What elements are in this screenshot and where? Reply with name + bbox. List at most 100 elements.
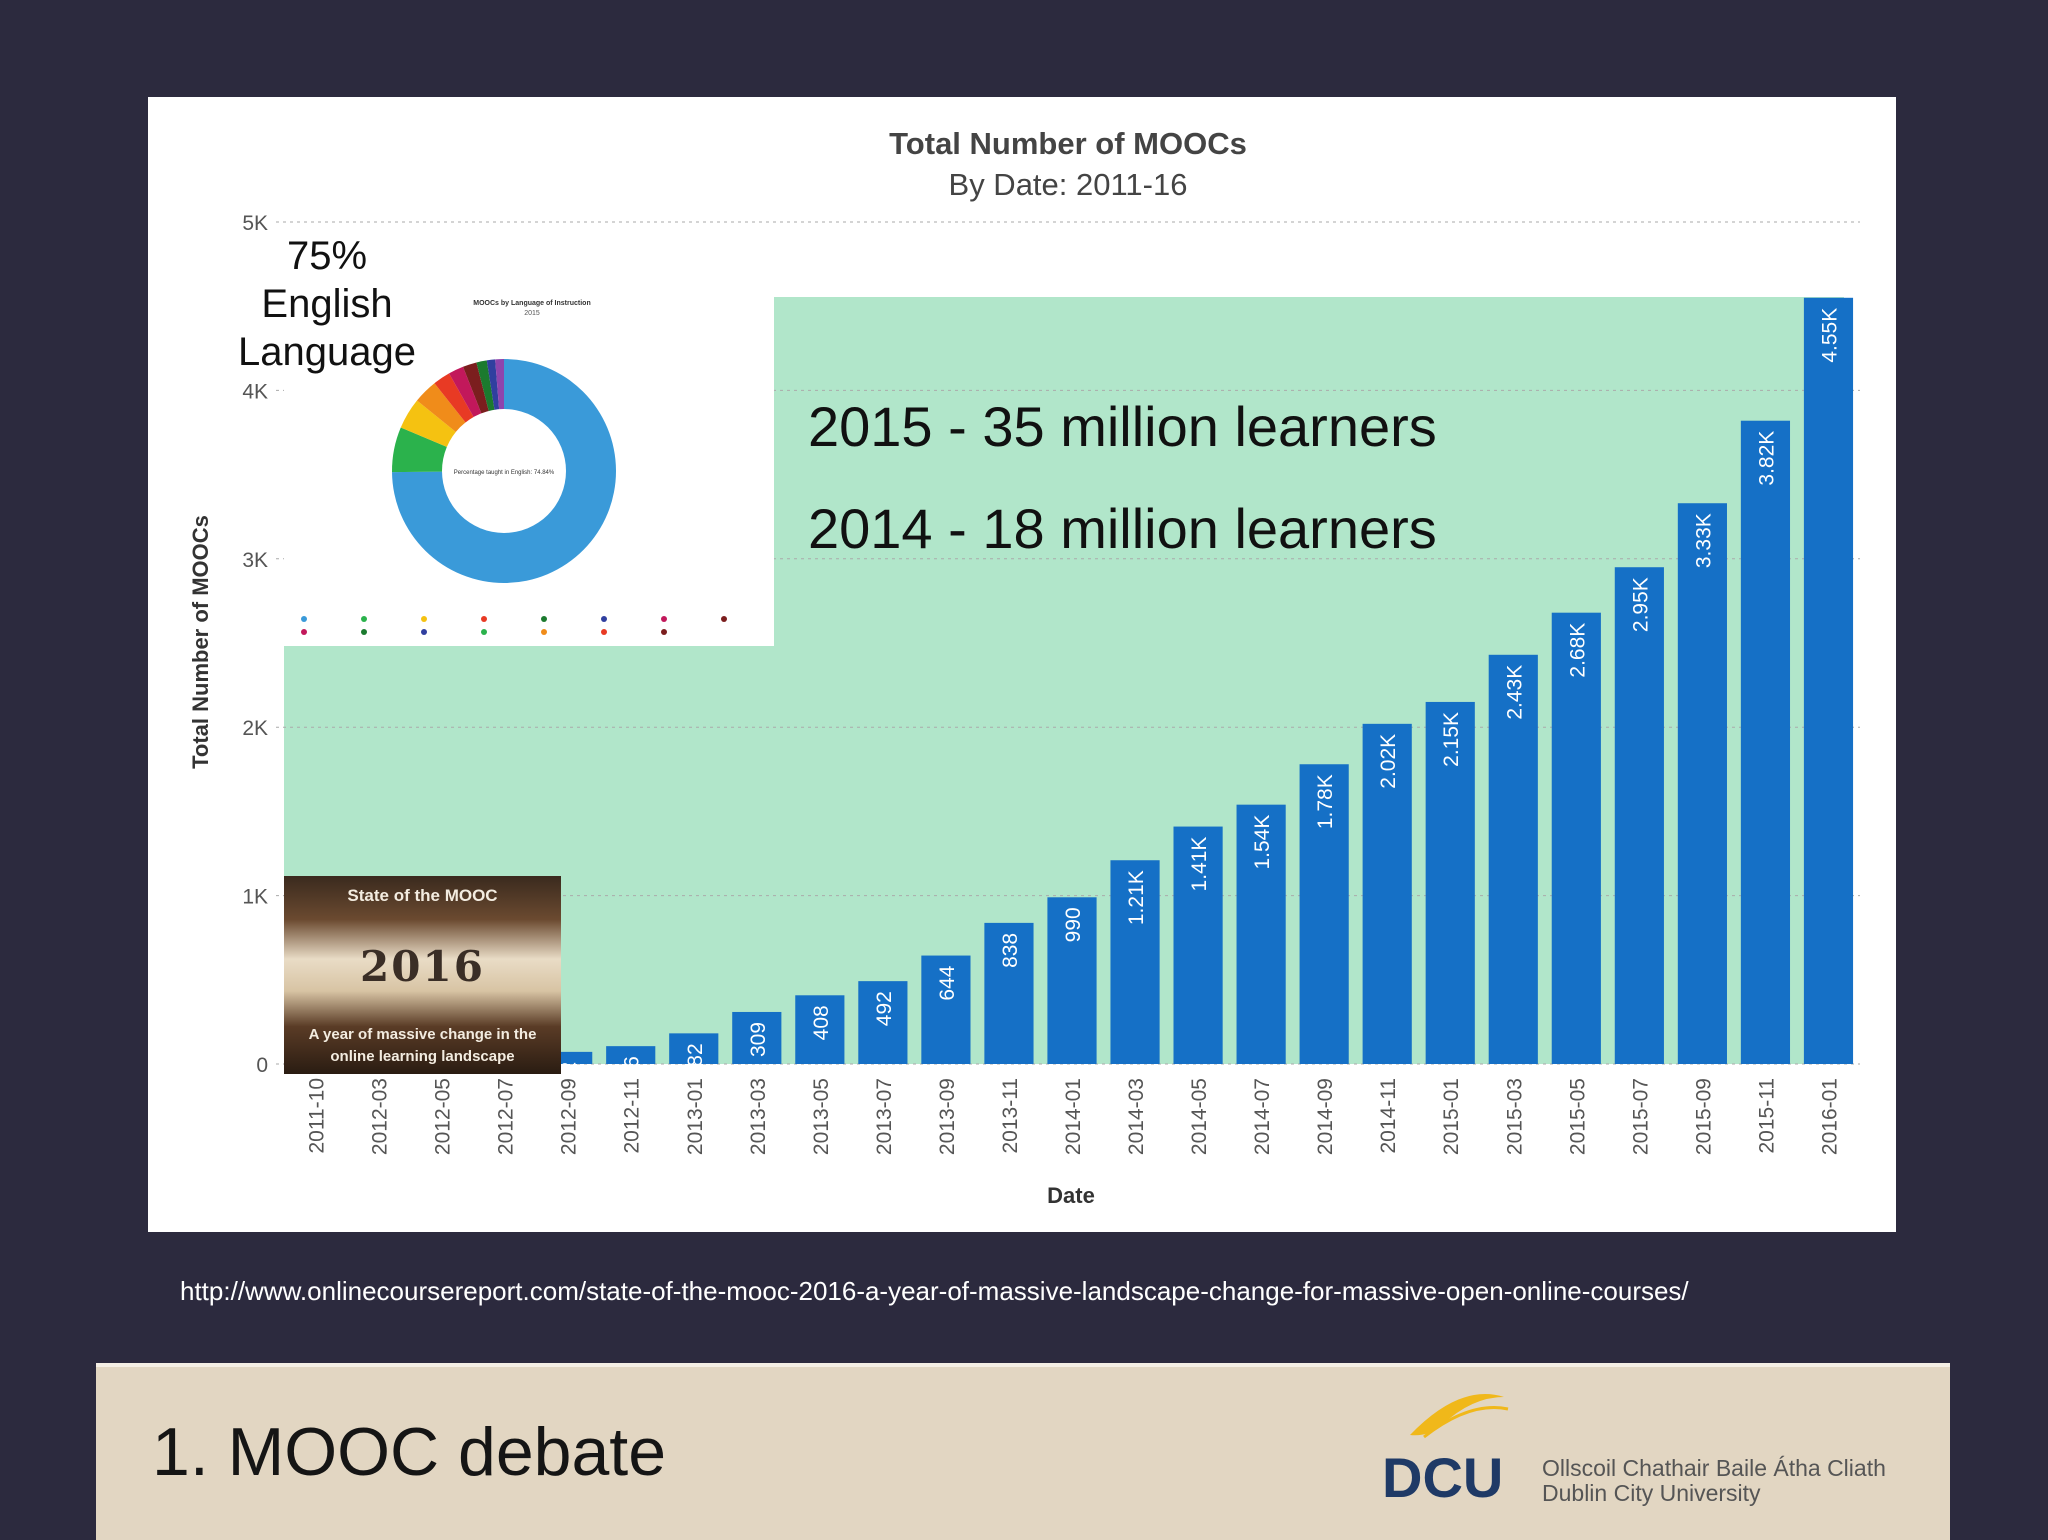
bar — [1551, 612, 1601, 1064]
x-tick-label: 2013-09 — [936, 1078, 959, 1155]
bar — [1740, 420, 1791, 1064]
x-axis-ticks: 2011-10 2012-03 2012-05 2012-07 2012-09 2012-… — [306, 1078, 1842, 1155]
x-tick-label: 2013-11 — [999, 1078, 1022, 1154]
bar-data-label: 2.68K — [1566, 623, 1589, 678]
y-tick-label: 0 — [256, 1054, 268, 1077]
y-tick-label: 3K — [242, 549, 268, 572]
x-axis-label: Date — [1047, 1183, 1095, 1208]
bar-data-label: 309 — [747, 1022, 770, 1057]
bars: 72 106 182 309 408 492 644 838 990 1.21K 1.41K 1.54… — [290, 297, 1854, 1091]
chart-subtitle: By Date: 2011-16 — [949, 167, 1188, 202]
report-cover-year: 2016 — [360, 942, 485, 991]
dcu-swoosh-icon — [1410, 1394, 1504, 1436]
bar — [1047, 897, 1097, 1064]
x-tick-label: 2013-01 — [684, 1078, 707, 1155]
bar-data-label: 408 — [810, 1005, 833, 1040]
report-cover-heading: State of the MOOC — [347, 886, 498, 905]
y-tick-label: 2K — [242, 717, 268, 740]
bar-data-label: 2.02K — [1377, 734, 1400, 789]
x-tick-label: 2015-01 — [1440, 1078, 1463, 1155]
y-tick-label: 4K — [242, 380, 268, 403]
bar-data-label: 72 — [558, 1062, 581, 1085]
bar — [1110, 860, 1160, 1064]
source-url[interactable]: http://www.onlinecoursereport.com/state-… — [180, 1276, 1689, 1306]
y-tick-label: 1K — [242, 886, 268, 909]
x-tick-label: 2015-05 — [1566, 1078, 1589, 1155]
bar-data-label: 990 — [1062, 907, 1085, 942]
x-tick-label: 2011-10 — [306, 1078, 329, 1154]
chart-title: Total Number of MOOCs — [889, 126, 1247, 161]
bar-data-label: 492 — [873, 991, 896, 1026]
language-pie-inset: MOOCs by Language of Instruction 2015 Pe… — [284, 296, 774, 646]
x-tick-label: 2016-01 — [1818, 1078, 1841, 1155]
bar — [1236, 804, 1286, 1064]
bar-data-label: 1.54K — [1251, 815, 1274, 870]
bar-data-label: 182 — [684, 1043, 707, 1078]
slide-title: 1. MOOC debate — [152, 1414, 667, 1490]
x-tick-label: 2012-03 — [369, 1078, 392, 1155]
x-tick-label: 2015-11 — [1755, 1078, 1778, 1154]
x-tick-label: 2013-07 — [873, 1078, 896, 1155]
x-tick-label: 2014-01 — [1062, 1078, 1085, 1155]
report-cover-image: State of the MOOC 2016 A year of massive… — [284, 876, 561, 1074]
language-donut-chart: MOOCs by Language of Instruction 2015 Pe… — [301, 300, 727, 635]
bar-data-label: 106 — [621, 1056, 644, 1091]
bar — [1803, 297, 1854, 1064]
y-axis-label: Total Number of MOOCs — [188, 515, 213, 769]
bar-data-label: 838 — [999, 933, 1022, 968]
x-tick-label: 2012-09 — [558, 1078, 581, 1155]
report-cover-tagline: A year of massive change in the online l… — [308, 1026, 537, 1065]
bar-data-label: 2.95K — [1629, 577, 1652, 632]
x-tick-label: 2014-09 — [1314, 1078, 1337, 1155]
learner-stats: 2015 - 35 million learners 2014 - 18 mil… — [808, 392, 1508, 596]
bar-data-label: 1.78K — [1314, 774, 1337, 829]
x-tick-label: 2014-11 — [1377, 1078, 1400, 1154]
x-tick-label: 2015-09 — [1692, 1078, 1715, 1155]
footer-bar: 1. MOOC debate DCU Ollscoil Chathair Bai… — [96, 1363, 1950, 1540]
dcu-name-english: Dublin City University — [1542, 1480, 1761, 1506]
bar — [1614, 567, 1664, 1064]
x-tick-label: 2014-05 — [1188, 1078, 1211, 1155]
bar — [1173, 826, 1223, 1064]
bar-data-label: 4.55K — [1818, 308, 1841, 363]
y-axis-ticks: 0 1K 2K 3K 4K 5K — [242, 212, 268, 1077]
pie-legend — [301, 616, 727, 635]
x-tick-label: 2013-05 — [810, 1078, 833, 1155]
bar — [732, 1011, 782, 1064]
learners-2015: 2015 - 35 million learners — [808, 395, 1437, 458]
bar — [1677, 503, 1727, 1064]
bar — [921, 955, 971, 1064]
bar — [1488, 654, 1538, 1064]
x-tick-label: 2015-03 — [1503, 1078, 1526, 1155]
bar — [1425, 701, 1475, 1064]
english-share-note: 75% English Language — [238, 234, 416, 374]
dcu-name-irish: Ollscoil Chathair Baile Átha Cliath — [1542, 1455, 1886, 1481]
bar — [795, 995, 845, 1064]
x-tick-label: 2012-07 — [495, 1078, 518, 1155]
y-tick-label: 5K — [242, 212, 268, 235]
pie-center-label: Percentage taught in English: 74.84% — [454, 470, 555, 476]
dcu-logo: DCU — [1382, 1394, 1509, 1507]
bar-data-label: 2.43K — [1503, 665, 1526, 720]
bar-data-label: 644 — [936, 965, 959, 1000]
bar — [858, 981, 908, 1064]
bar — [606, 1046, 656, 1064]
x-tick-label: 2012-05 — [432, 1078, 455, 1155]
x-tick-label: 2012-11 — [621, 1078, 644, 1154]
pie-title: MOOCs by Language of Instruction — [473, 300, 590, 307]
x-tick-label: 2014-03 — [1125, 1078, 1148, 1155]
bar — [669, 1033, 719, 1064]
bar — [984, 922, 1034, 1064]
dcu-acronym: DCU — [1382, 1446, 1503, 1507]
pie-year: 2015 — [524, 310, 540, 317]
x-tick-label: 2015-07 — [1629, 1078, 1652, 1155]
bar-data-label: 3.33K — [1692, 513, 1715, 568]
bar — [1362, 723, 1412, 1064]
bar-data-label: 2.15K — [1440, 712, 1463, 767]
bar-data-label: 3.82K — [1755, 431, 1778, 486]
x-tick-label: 2013-03 — [747, 1078, 770, 1155]
learners-2014: 2014 - 18 million learners — [808, 497, 1437, 560]
bar — [1299, 764, 1349, 1064]
bar-data-label: 1.21K — [1125, 870, 1148, 925]
